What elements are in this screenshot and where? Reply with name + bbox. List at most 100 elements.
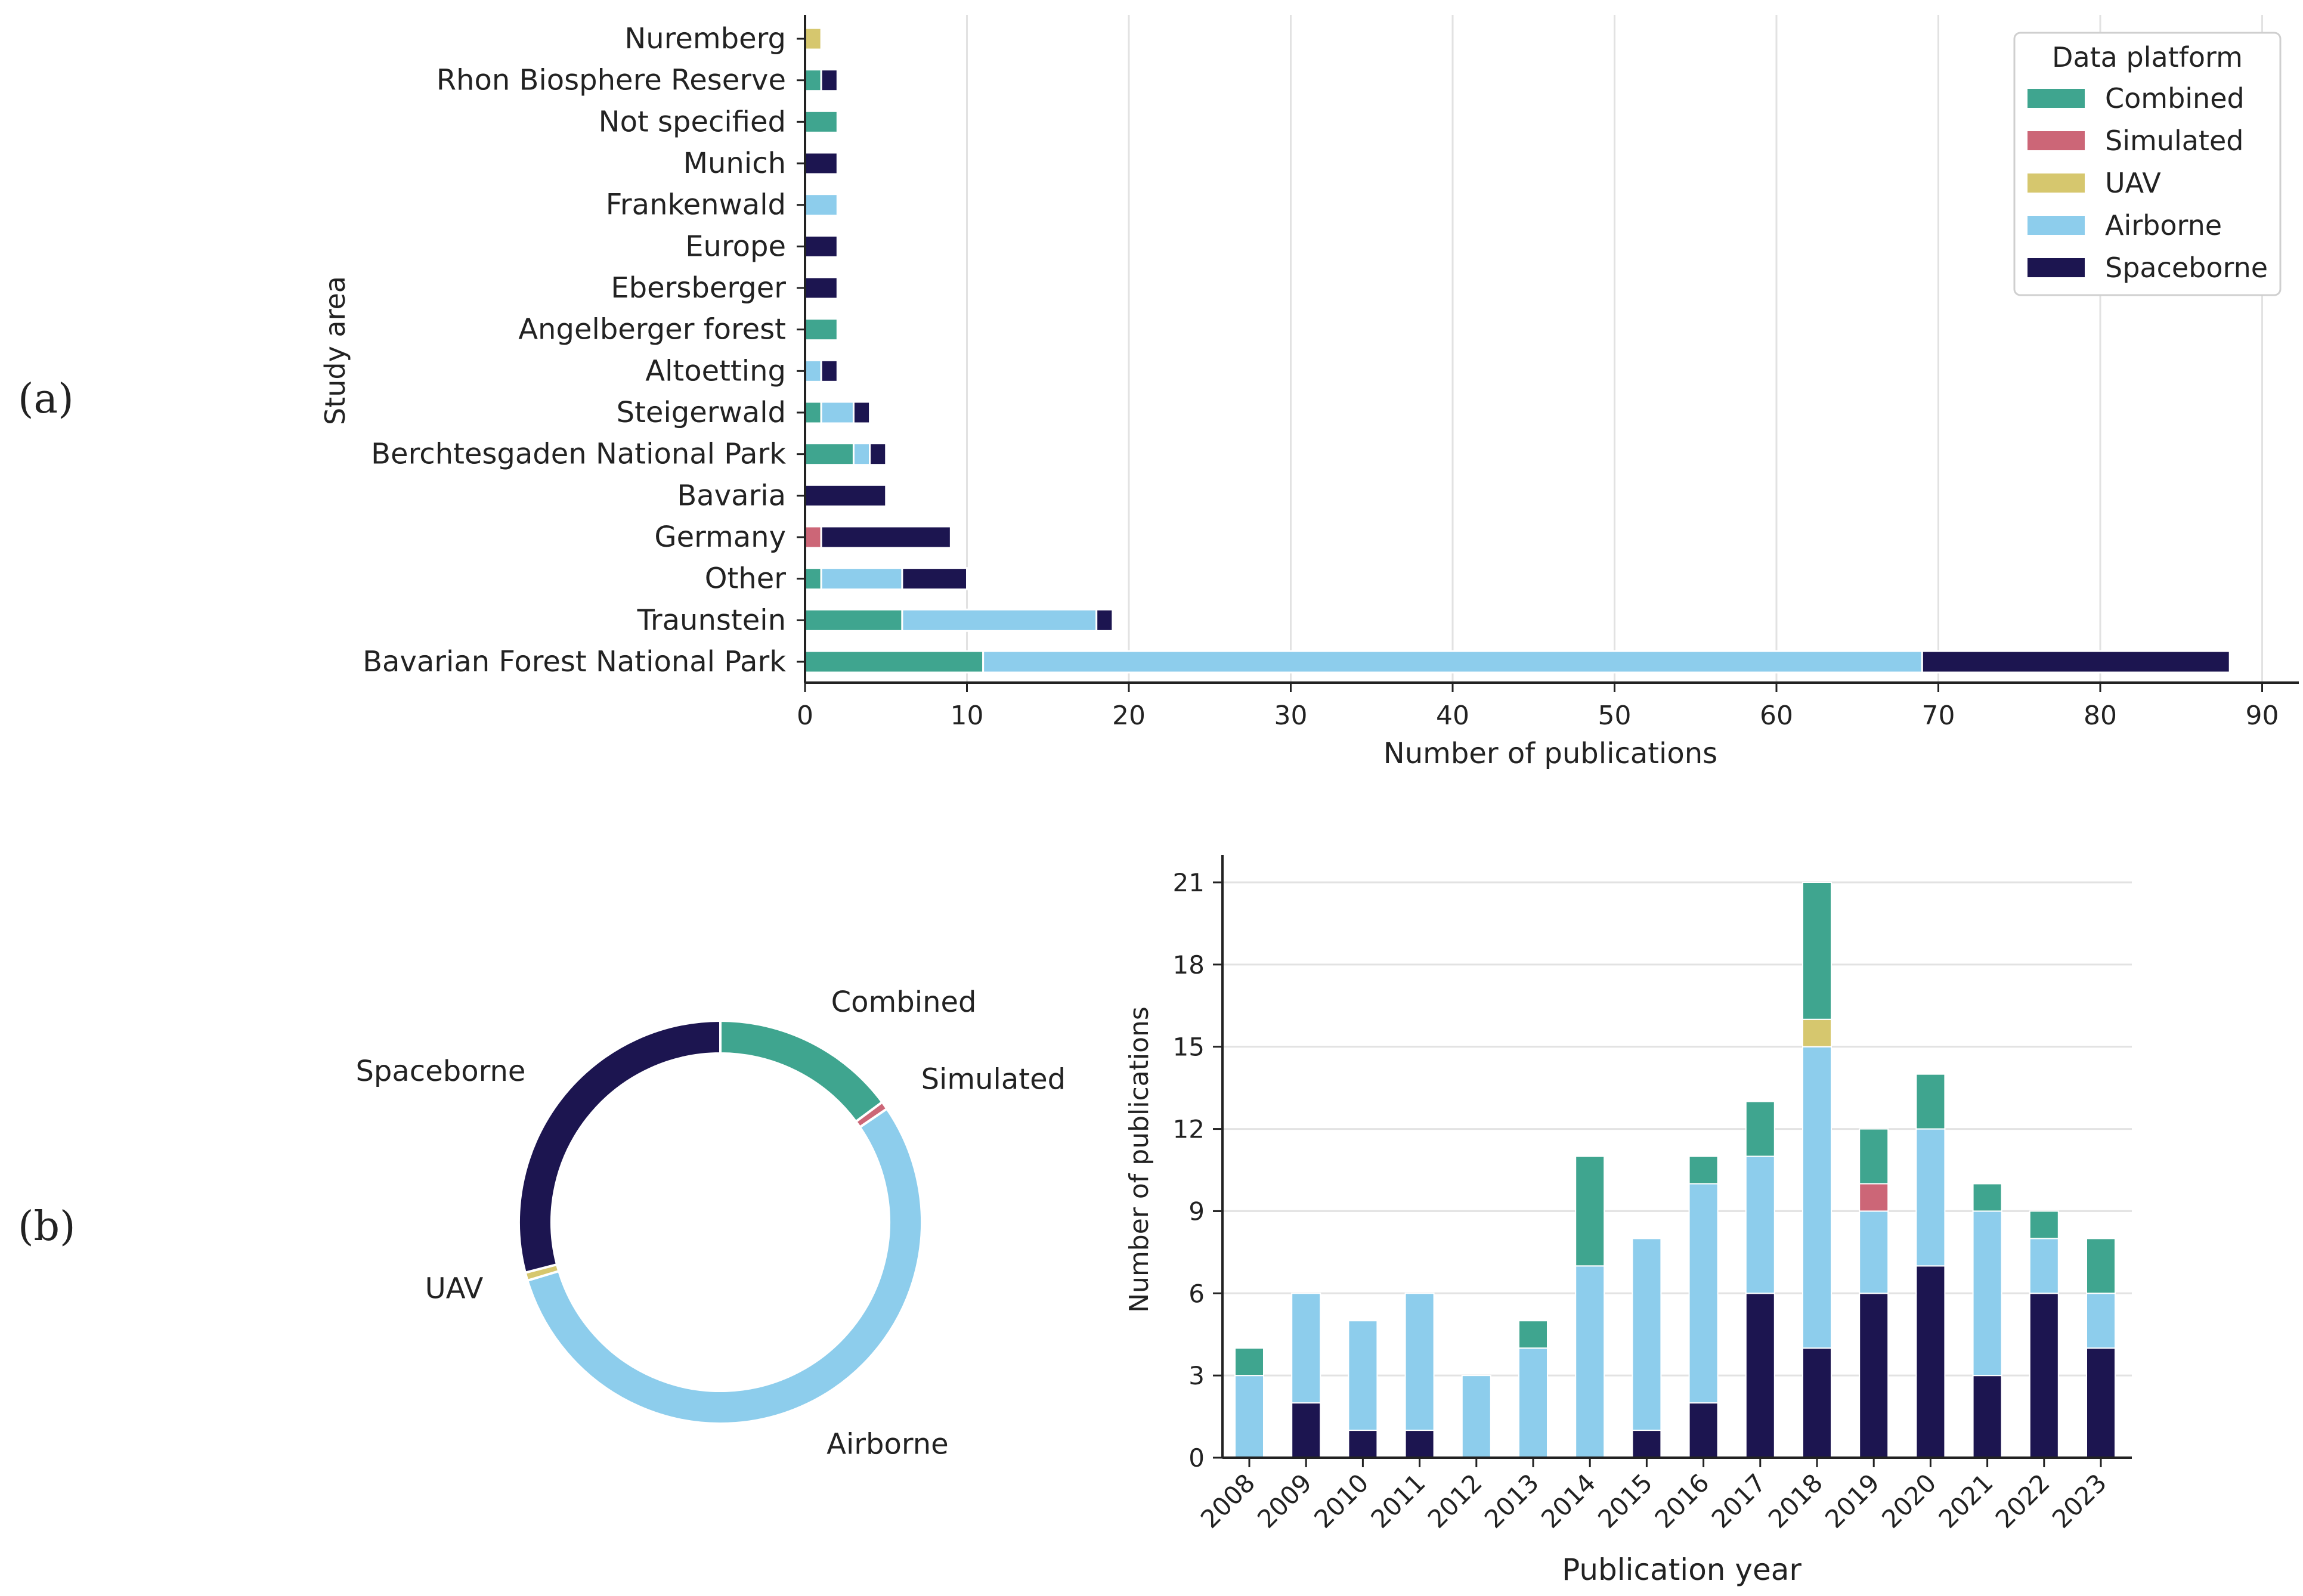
legend: Data platform Combined Simulated UAV Airborn… bbox=[2013, 32, 2282, 296]
bar-other-combined bbox=[804, 567, 822, 591]
y-tick-label-munich: Munich bbox=[683, 147, 786, 180]
x-tick-label: 30 bbox=[1274, 701, 1308, 731]
y-tick-label-berchtesgaden-national-park: Berchtesgaden National Park bbox=[371, 438, 786, 471]
bar-ebersberger-spaceborne bbox=[804, 276, 838, 300]
x-tick-label: 90 bbox=[2246, 701, 2279, 731]
study-area-bar-chart: 0 10 20 30 40 50 60 70 80 90 Nuremberg Rhon Biosphe… bbox=[319, 15, 2299, 770]
bar-2013-airborne bbox=[1518, 1347, 1548, 1458]
x-tick-label: 70 bbox=[1922, 701, 1955, 731]
bar-bavaria-spaceborne bbox=[804, 484, 887, 507]
bar-2017-airborne bbox=[1745, 1155, 1775, 1294]
bar-2014-airborne bbox=[1575, 1265, 1605, 1458]
panel-label-a: (a) bbox=[18, 376, 74, 423]
y-tick-label-traunstein: Traunstein bbox=[637, 603, 786, 637]
bar-2022-airborne bbox=[2029, 1238, 2059, 1294]
bar-munich-spaceborne bbox=[804, 151, 838, 175]
bar-steigerwald-combined bbox=[804, 401, 822, 424]
legend-swatch-simulated bbox=[2027, 131, 2085, 150]
x-tick-label: 50 bbox=[1598, 701, 1632, 731]
bar-2016-combined bbox=[1688, 1155, 1719, 1185]
x-tick-label: 20 bbox=[1112, 701, 1146, 731]
bar-2023-spaceborne bbox=[2086, 1347, 2116, 1458]
x-tick-label: 10 bbox=[951, 701, 984, 731]
x-tick-label: 0 bbox=[797, 701, 813, 731]
bar-2014-combined bbox=[1575, 1155, 1605, 1267]
bar-angelberger-forest-combined bbox=[804, 318, 838, 342]
bar-steigerwald-spaceborne bbox=[852, 401, 871, 424]
bar-2011-spaceborne bbox=[1404, 1430, 1435, 1458]
bar-2015-airborne bbox=[1632, 1238, 1662, 1431]
y-tick-label: 0 bbox=[1188, 1443, 1205, 1473]
bar-2023-combined bbox=[2086, 1238, 2116, 1294]
bar-2010-airborne bbox=[1348, 1320, 1378, 1431]
bar-europe-spaceborne bbox=[804, 234, 838, 258]
bar-2021-combined bbox=[1972, 1183, 2002, 1212]
bar-2021-spaceborne bbox=[1972, 1375, 2002, 1458]
x-tick-label: 80 bbox=[2084, 701, 2117, 731]
bar-2019-spaceborne bbox=[1859, 1293, 1889, 1458]
donut-label-airborne: Airborne bbox=[827, 1428, 949, 1461]
bar-2009-spaceborne bbox=[1291, 1402, 1321, 1458]
bar-traunstein-combined bbox=[804, 608, 903, 632]
platform-donut-chart: Combined Simulated Airborne UAV Spaceborne bbox=[355, 986, 1066, 1461]
y-tick-label: 6 bbox=[1188, 1279, 1205, 1308]
bar-2008-combined bbox=[1234, 1347, 1264, 1377]
y-tick-label-other: Other bbox=[705, 562, 787, 596]
bar-2023-airborne bbox=[2086, 1293, 2116, 1349]
y-tick-label-europe: Europe bbox=[685, 230, 786, 263]
bar-2019-combined bbox=[1859, 1128, 1889, 1185]
donut-label-spaceborne: Spaceborne bbox=[355, 1055, 525, 1088]
donut-slice-spaceborne bbox=[518, 1019, 722, 1275]
bar-traunstein-spaceborne bbox=[1095, 608, 1114, 632]
y-tick-label: 12 bbox=[1173, 1115, 1205, 1144]
bar-berchtesgaden-national-park-combined bbox=[804, 442, 855, 466]
y-tick-label: 3 bbox=[1188, 1361, 1205, 1390]
x-axis-title: Publication year bbox=[1562, 1552, 1801, 1587]
bar-traunstein-airborne bbox=[901, 608, 1098, 632]
bar-rhon-biosphere-reserve-combined bbox=[804, 69, 822, 92]
bar-berchtesgaden-national-park-spaceborne bbox=[869, 442, 887, 466]
bar-2013-combined bbox=[1518, 1320, 1548, 1349]
y-tick-label: 21 bbox=[1173, 868, 1205, 897]
legend-label-spaceborne: Spaceborne bbox=[2105, 252, 2268, 284]
y-tick-label-bavaria: Bavaria bbox=[677, 479, 786, 512]
bar-steigerwald-airborne bbox=[820, 401, 855, 424]
bar-2019-simulated bbox=[1859, 1183, 1889, 1212]
bar-other-airborne bbox=[820, 567, 903, 591]
y-axis-title: Study area bbox=[319, 276, 351, 425]
y-tick-label-not-specified: Not specified bbox=[599, 105, 786, 138]
bar-2012-airborne bbox=[1461, 1375, 1491, 1458]
bar-2008-airborne bbox=[1234, 1375, 1264, 1458]
bar-other-spaceborne bbox=[901, 567, 968, 591]
legend-swatch-spaceborne bbox=[2027, 258, 2085, 277]
donut-label-simulated: Simulated bbox=[921, 1063, 1066, 1096]
bar-2015-spaceborne bbox=[1632, 1430, 1662, 1458]
bar-altoetting-spaceborne bbox=[820, 359, 838, 383]
legend-label-combined: Combined bbox=[2105, 82, 2245, 114]
panel-label-b: (b) bbox=[18, 1203, 76, 1250]
bar-2022-spaceborne bbox=[2029, 1293, 2059, 1458]
bar-2011-airborne bbox=[1404, 1293, 1435, 1431]
bar-2018-airborne bbox=[1802, 1046, 1832, 1349]
legend-label-airborne: Airborne bbox=[2105, 209, 2222, 241]
y-tick-label: 9 bbox=[1188, 1197, 1205, 1226]
bar-2016-spaceborne bbox=[1688, 1402, 1719, 1458]
bar-germany-spaceborne bbox=[820, 525, 952, 549]
legend-swatch-combined bbox=[2027, 89, 2085, 108]
bar-germany-simulated bbox=[804, 525, 822, 549]
y-tick-label-bavarian-forest-national-park: Bavarian Forest National Park bbox=[363, 645, 786, 678]
legend-swatch-uav bbox=[2027, 173, 2085, 193]
bar-2016-airborne bbox=[1688, 1183, 1719, 1404]
bar-bavarian-forest-national-park-combined bbox=[804, 650, 985, 674]
y-tick-label-angelberger-forest: Angelberger forest bbox=[518, 313, 786, 346]
donut-slice-airborne bbox=[525, 1107, 923, 1425]
legend-label-simulated: Simulated bbox=[2105, 125, 2243, 157]
y-tick-label-frankenwald: Frankenwald bbox=[606, 188, 786, 222]
x-axis-title: Number of publications bbox=[1383, 737, 1717, 770]
y-axis-title: Number of publications bbox=[1124, 1006, 1154, 1313]
legend-label-uav: UAV bbox=[2105, 167, 2161, 199]
bar-2020-spaceborne bbox=[1915, 1265, 1946, 1458]
bar-altoetting-airborne bbox=[804, 359, 822, 383]
